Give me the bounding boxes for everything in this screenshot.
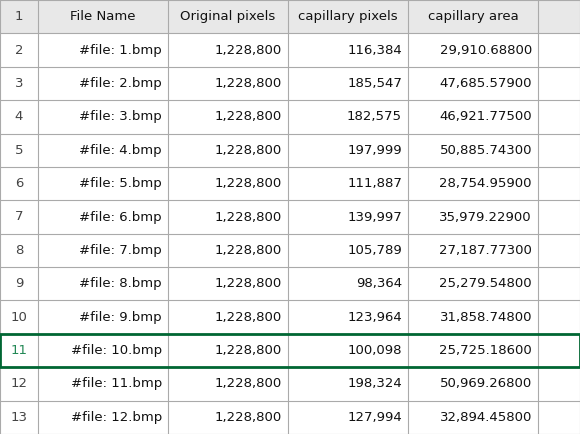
- Text: 50,885.74300: 50,885.74300: [440, 144, 532, 157]
- Text: 9: 9: [15, 277, 23, 290]
- Text: #file: 8.bmp: #file: 8.bmp: [79, 277, 162, 290]
- Text: 46,921.77500: 46,921.77500: [440, 110, 532, 123]
- Bar: [0, 334, 580, 367]
- Text: 1,228,800: 1,228,800: [215, 210, 282, 224]
- Text: 197,999: 197,999: [347, 144, 402, 157]
- Text: 105,789: 105,789: [347, 244, 402, 257]
- Text: 98,364: 98,364: [356, 277, 402, 290]
- Text: #file: 1.bmp: #file: 1.bmp: [79, 43, 162, 56]
- Text: 2: 2: [14, 43, 23, 56]
- Text: 111,887: 111,887: [347, 177, 402, 190]
- Text: 1,228,800: 1,228,800: [215, 378, 282, 391]
- Text: 50,969.26800: 50,969.26800: [440, 378, 532, 391]
- Text: capillary area: capillary area: [427, 10, 519, 23]
- Text: 198,324: 198,324: [347, 378, 402, 391]
- Text: 27,187.77300: 27,187.77300: [439, 244, 532, 257]
- Text: #file: 6.bmp: #file: 6.bmp: [79, 210, 162, 224]
- Text: capillary pixels: capillary pixels: [298, 10, 398, 23]
- Text: 182,575: 182,575: [347, 110, 402, 123]
- Text: 4: 4: [15, 110, 23, 123]
- Text: 12: 12: [10, 378, 27, 391]
- Text: #file: 12.bmp: #file: 12.bmp: [71, 411, 162, 424]
- Text: 1,228,800: 1,228,800: [215, 244, 282, 257]
- Text: File Name: File Name: [70, 10, 136, 23]
- Text: 31,858.74800: 31,858.74800: [440, 311, 532, 324]
- Bar: [0, 267, 580, 300]
- Bar: [0, 167, 580, 201]
- Text: #file: 11.bmp: #file: 11.bmp: [71, 378, 162, 391]
- Text: 1,228,800: 1,228,800: [215, 311, 282, 324]
- Bar: [0, 134, 580, 167]
- Text: 1,228,800: 1,228,800: [215, 277, 282, 290]
- Bar: [0, 401, 580, 434]
- Text: 1,228,800: 1,228,800: [215, 110, 282, 123]
- Text: 100,098: 100,098: [347, 344, 402, 357]
- Text: 7: 7: [14, 210, 23, 224]
- Text: 1,228,800: 1,228,800: [215, 77, 282, 90]
- Text: 1,228,800: 1,228,800: [215, 144, 282, 157]
- Bar: [0, 67, 580, 100]
- Text: 1,228,800: 1,228,800: [215, 177, 282, 190]
- Text: #file: 10.bmp: #file: 10.bmp: [71, 344, 162, 357]
- Bar: [0, 0, 580, 33]
- Text: #file: 3.bmp: #file: 3.bmp: [79, 110, 162, 123]
- Text: 35,979.22900: 35,979.22900: [440, 210, 532, 224]
- Text: 116,384: 116,384: [347, 43, 402, 56]
- Text: Original pixels: Original pixels: [180, 10, 276, 23]
- Text: 1: 1: [14, 10, 23, 23]
- Text: 10: 10: [10, 311, 27, 324]
- Bar: [0, 334, 580, 367]
- Text: #file: 7.bmp: #file: 7.bmp: [79, 244, 162, 257]
- Text: 139,997: 139,997: [347, 210, 402, 224]
- Text: 127,994: 127,994: [347, 411, 402, 424]
- Text: 3: 3: [14, 77, 23, 90]
- Text: 47,685.57900: 47,685.57900: [440, 77, 532, 90]
- Text: 185,547: 185,547: [347, 77, 402, 90]
- Bar: [0, 100, 580, 134]
- Bar: [0, 233, 580, 267]
- Text: 1,228,800: 1,228,800: [215, 344, 282, 357]
- Text: 25,279.54800: 25,279.54800: [440, 277, 532, 290]
- Text: 28,754.95900: 28,754.95900: [440, 177, 532, 190]
- Text: 13: 13: [10, 411, 27, 424]
- Text: 1,228,800: 1,228,800: [215, 43, 282, 56]
- Bar: [0, 201, 580, 233]
- Text: 32,894.45800: 32,894.45800: [440, 411, 532, 424]
- Text: 25,725.18600: 25,725.18600: [439, 344, 532, 357]
- Bar: [0, 300, 580, 334]
- Text: 5: 5: [14, 144, 23, 157]
- Text: 29,910.68800: 29,910.68800: [440, 43, 532, 56]
- Text: 123,964: 123,964: [347, 311, 402, 324]
- Bar: [0, 367, 580, 401]
- Text: 6: 6: [15, 177, 23, 190]
- Text: 11: 11: [10, 344, 27, 357]
- Text: #file: 5.bmp: #file: 5.bmp: [79, 177, 162, 190]
- Text: 8: 8: [15, 244, 23, 257]
- Text: 1,228,800: 1,228,800: [215, 411, 282, 424]
- Text: #file: 9.bmp: #file: 9.bmp: [79, 311, 162, 324]
- Text: #file: 4.bmp: #file: 4.bmp: [79, 144, 162, 157]
- Bar: [0, 33, 580, 67]
- Text: #file: 2.bmp: #file: 2.bmp: [79, 77, 162, 90]
